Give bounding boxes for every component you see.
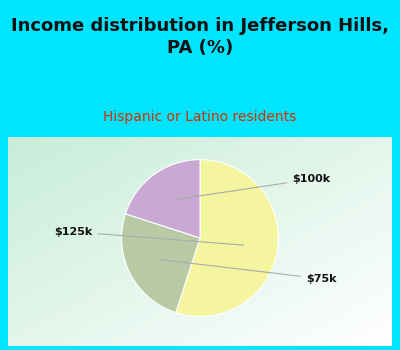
Wedge shape <box>122 214 200 313</box>
Text: $100k: $100k <box>175 174 330 200</box>
Text: $75k: $75k <box>161 260 337 284</box>
Text: $125k: $125k <box>54 227 244 245</box>
Text: Income distribution in Jefferson Hills,
PA (%): Income distribution in Jefferson Hills, … <box>11 17 389 57</box>
Text: Hispanic or Latino residents: Hispanic or Latino residents <box>103 110 297 124</box>
Wedge shape <box>176 160 278 316</box>
Wedge shape <box>126 160 200 238</box>
